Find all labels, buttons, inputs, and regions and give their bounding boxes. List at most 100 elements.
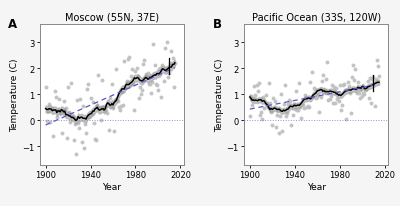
Point (68, 82, 75, 85)
Point (127, 84, 133, 87)
Point (315, 94, 322, 97)
Point (284, 112, 290, 115)
Point (82, 123, 88, 126)
Point (124, 58, 131, 61)
Point (69, 116, 76, 119)
Point (123, 80, 130, 83)
Point (58, 111, 64, 115)
Point (134, 67, 140, 70)
Point (332, 102, 338, 105)
Point (116, 109, 123, 112)
Point (354, 81, 361, 84)
Text: B: B (212, 18, 222, 31)
Point (83, 131, 89, 135)
Point (168, 50, 175, 53)
Point (310, 96, 316, 99)
Point (260, 96, 266, 99)
Point (293, 90, 299, 93)
Point (323, 78, 330, 82)
Point (65, 86, 71, 89)
Point (128, 75, 134, 78)
Point (147, 83, 153, 87)
Point (90, 101, 96, 104)
Point (88, 113, 95, 116)
Point (104, 112, 111, 115)
Point (359, 94, 365, 98)
Point (105, 129, 112, 132)
Point (268, 111, 274, 114)
Point (304, 106, 310, 109)
Text: A: A (8, 18, 18, 31)
Point (132, 70, 139, 74)
Point (47, 121, 53, 124)
Point (112, 99, 118, 102)
Point (292, 108, 298, 111)
Point (317, 96, 324, 99)
Point (259, 118, 265, 121)
Y-axis label: Temperature (C): Temperature (C) (10, 58, 20, 131)
Point (290, 103, 297, 106)
Point (275, 109, 281, 112)
Point (258, 111, 264, 115)
Point (289, 114, 296, 117)
Point (279, 130, 286, 133)
Point (77, 97, 84, 101)
X-axis label: Year: Year (306, 182, 326, 191)
Point (136, 97, 142, 101)
Point (280, 103, 287, 106)
Point (346, 85, 352, 88)
Point (100, 106, 106, 109)
Point (70, 139, 77, 142)
Point (52, 89, 58, 93)
Point (282, 115, 289, 118)
Point (45, 110, 51, 114)
Point (140, 63, 146, 66)
Point (48, 108, 54, 111)
Point (314, 96, 320, 99)
Point (46, 103, 52, 106)
Point (129, 68, 135, 71)
Point (144, 75, 150, 78)
Point (52, 96, 59, 99)
Title: Moscow (55N, 37E): Moscow (55N, 37E) (65, 13, 159, 23)
Point (366, 97, 372, 100)
Point (269, 123, 276, 127)
Point (303, 97, 309, 100)
Point (250, 97, 256, 100)
Point (356, 91, 362, 95)
Point (374, 59, 380, 62)
Point (358, 88, 364, 91)
Point (294, 108, 300, 112)
Point (272, 126, 279, 129)
Point (335, 100, 342, 103)
Point (257, 114, 263, 117)
Point (164, 41, 170, 44)
Point (375, 65, 381, 69)
Point (103, 110, 110, 113)
Point (334, 98, 341, 101)
Point (313, 97, 319, 100)
Point (277, 115, 283, 118)
Point (312, 88, 318, 91)
Point (66, 111, 72, 114)
Point (49, 107, 56, 110)
Point (42, 86, 49, 89)
Point (369, 78, 376, 81)
Point (261, 107, 268, 110)
Point (295, 109, 301, 112)
Point (134, 75, 141, 79)
Point (252, 94, 259, 98)
Point (351, 78, 358, 82)
Point (360, 92, 366, 96)
Point (361, 92, 368, 96)
Point (111, 130, 117, 133)
Point (348, 111, 354, 115)
Point (254, 90, 261, 93)
Point (167, 62, 174, 66)
Point (113, 68, 120, 71)
Point (249, 104, 255, 107)
Point (73, 153, 79, 156)
Point (95, 74, 102, 77)
Point (170, 85, 177, 89)
Point (156, 68, 162, 71)
